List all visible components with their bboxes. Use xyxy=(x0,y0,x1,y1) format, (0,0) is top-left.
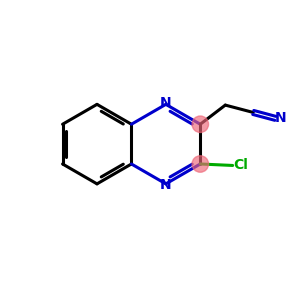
Circle shape xyxy=(192,116,208,133)
Circle shape xyxy=(192,156,208,172)
Text: N: N xyxy=(160,178,172,192)
Text: N: N xyxy=(275,111,286,125)
Text: Cl: Cl xyxy=(233,158,248,172)
Text: N: N xyxy=(160,96,172,110)
